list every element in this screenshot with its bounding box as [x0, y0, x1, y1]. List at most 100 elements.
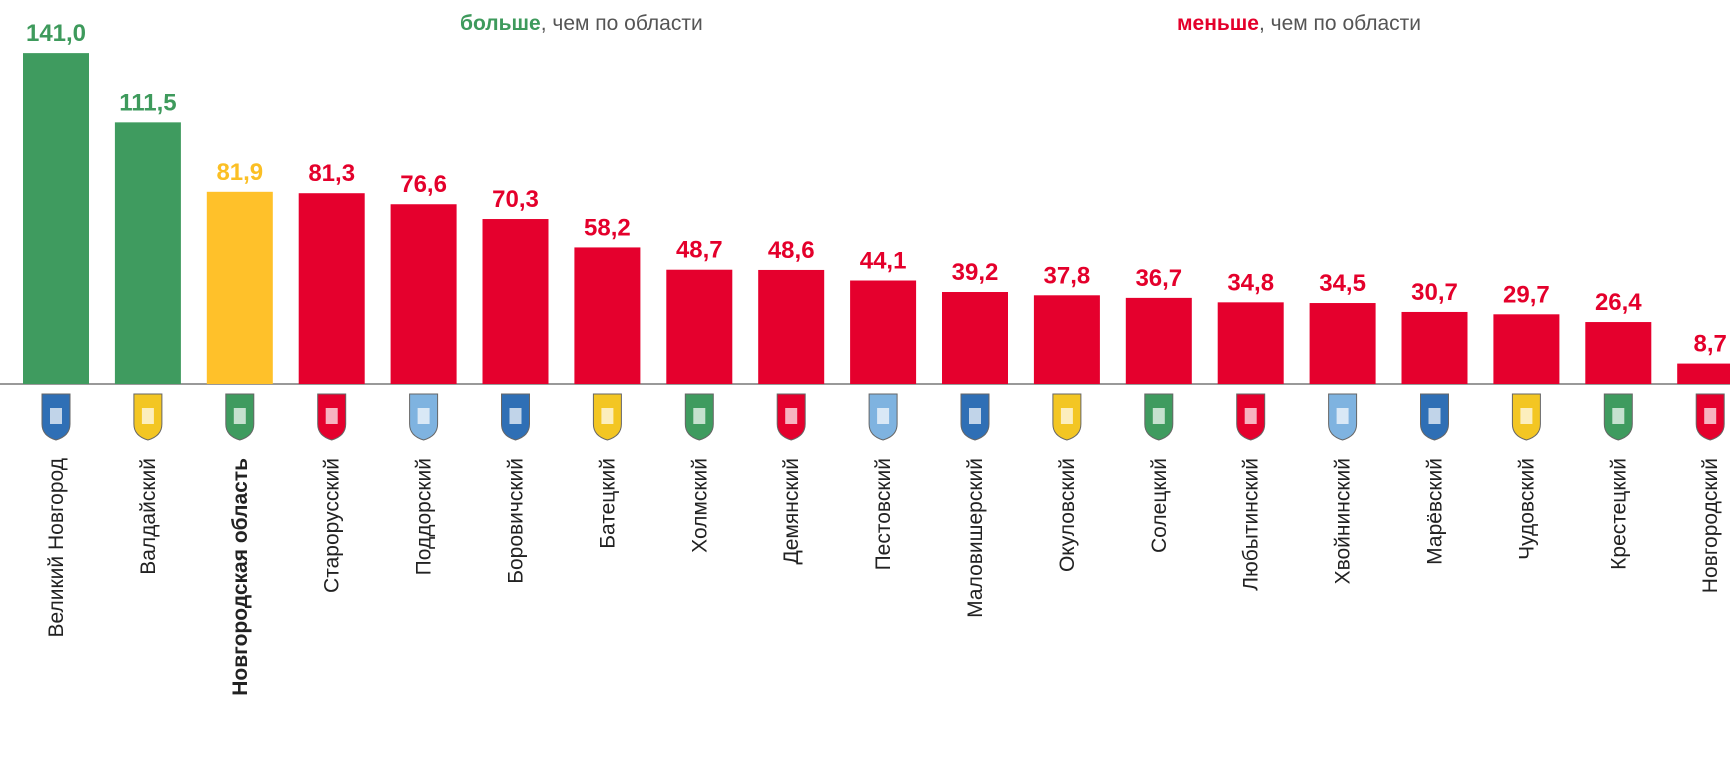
- bar: [1401, 311, 1468, 384]
- shield-emblem: [601, 408, 614, 424]
- bar: [850, 280, 917, 384]
- x-tick-label: Любытинский: [1240, 458, 1263, 591]
- bar: [1033, 295, 1100, 384]
- shield-emblem: [325, 408, 338, 424]
- value-label: 8,7: [1694, 331, 1727, 358]
- bar: [1585, 322, 1652, 384]
- bar: [574, 247, 641, 384]
- value-label: 39,2: [952, 259, 999, 286]
- shield-emblem: [785, 408, 798, 424]
- bar: [1677, 363, 1730, 384]
- shield-emblem: [877, 408, 890, 424]
- x-tick-label: Маловишерский: [964, 458, 987, 618]
- value-label: 48,7: [676, 237, 723, 264]
- shield-emblem: [509, 408, 522, 424]
- x-tick-label: Старорусский: [321, 458, 344, 593]
- annotation: меньше, чем по области: [1177, 12, 1421, 35]
- bar: [758, 269, 825, 384]
- coat-of-arms: [225, 393, 255, 441]
- coat-of-arms: [133, 393, 163, 441]
- coat-of-arms: [317, 393, 347, 441]
- coat-of-arms: [776, 393, 806, 441]
- x-tick-label: Демянский: [780, 458, 803, 564]
- coat-of-arms: [960, 393, 990, 441]
- shield-emblem: [141, 408, 154, 424]
- bar: [206, 191, 273, 384]
- annotation-bold: больше: [460, 12, 541, 35]
- annotation-bold: меньше: [1177, 12, 1259, 35]
- value-label: 36,7: [1135, 265, 1182, 292]
- value-label: 76,6: [400, 171, 447, 198]
- x-tick-label: Валдайский: [137, 458, 160, 575]
- shield-emblem: [1704, 408, 1717, 424]
- bar: [298, 193, 365, 384]
- coat-of-arms: [1052, 393, 1082, 441]
- coat-of-arms: [1603, 393, 1633, 441]
- x-tick-label: Марёвский: [1424, 458, 1447, 565]
- bar: [1125, 297, 1192, 384]
- shield-emblem: [233, 408, 246, 424]
- value-label: 34,8: [1227, 269, 1274, 296]
- value-label: 48,6: [768, 237, 815, 264]
- x-tick-label: Пестовский: [872, 458, 895, 570]
- value-label: 26,4: [1595, 289, 1642, 316]
- x-tick-label: Холмский: [688, 458, 711, 553]
- value-label: 111,5: [119, 89, 176, 116]
- shield-emblem: [1060, 408, 1073, 424]
- shield-emblem: [1520, 408, 1533, 424]
- bar: [390, 204, 457, 384]
- annotation-text: , чем по области: [541, 12, 703, 35]
- annotation-text: , чем по области: [1259, 12, 1421, 35]
- bar: [1493, 314, 1560, 384]
- bar: [942, 292, 1008, 384]
- shield-emblem: [50, 408, 62, 424]
- bar: [1217, 302, 1284, 384]
- value-label: 81,9: [216, 159, 263, 186]
- shield-emblem: [1152, 408, 1165, 424]
- value-label: 44,1: [860, 248, 907, 275]
- coat-of-arms: [501, 393, 530, 441]
- value-label: 141,0: [26, 20, 86, 47]
- coat-of-arms: [1511, 393, 1541, 441]
- value-label: 81,3: [308, 160, 355, 187]
- shield-emblem: [1612, 408, 1625, 424]
- coat-of-arms: [409, 393, 439, 441]
- x-tick-label: Хвойнинский: [1332, 458, 1355, 584]
- value-label: 70,3: [492, 186, 539, 213]
- coat-of-arms: [1420, 393, 1449, 441]
- coat-of-arms: [1236, 393, 1266, 441]
- value-label: 29,7: [1503, 281, 1550, 308]
- x-tick-label: Новгородский: [1699, 458, 1722, 593]
- x-tick-label: Батецкий: [596, 458, 619, 549]
- x-tick-label: Боровичский: [505, 458, 528, 584]
- shield-emblem: [417, 408, 430, 424]
- bar: [1309, 303, 1376, 384]
- annotation: больше, чем по области: [460, 12, 703, 35]
- shield-emblem: [1244, 408, 1257, 424]
- bar: [666, 269, 733, 384]
- shield-emblem: [693, 408, 706, 424]
- coat-of-arms: [868, 393, 898, 441]
- x-tick-label: Поддорский: [413, 458, 436, 575]
- bar: [114, 122, 181, 384]
- bar: [482, 219, 549, 384]
- value-label: 30,7: [1411, 279, 1458, 306]
- coat-of-arms: [41, 393, 71, 441]
- shield-emblem: [1428, 408, 1441, 424]
- value-label: 34,5: [1319, 270, 1366, 297]
- coat-of-arms: [1144, 393, 1174, 441]
- x-tick-label: Крестецкий: [1607, 458, 1630, 570]
- bar: [23, 53, 89, 385]
- x-tick-label: Чудовский: [1515, 458, 1538, 560]
- coat-of-arms: [1328, 393, 1358, 441]
- x-tick-label: Великий Новгород: [45, 458, 68, 637]
- value-label: 37,8: [1044, 262, 1091, 289]
- shield-emblem: [1336, 408, 1349, 424]
- shield-emblem: [969, 408, 981, 424]
- coat-of-arms: [592, 393, 622, 441]
- coat-of-arms: [684, 393, 714, 441]
- x-tick-label: Окуловский: [1056, 458, 1079, 572]
- coat-of-arms: [1695, 393, 1725, 441]
- x-tick-label: Новгородская область: [229, 458, 252, 696]
